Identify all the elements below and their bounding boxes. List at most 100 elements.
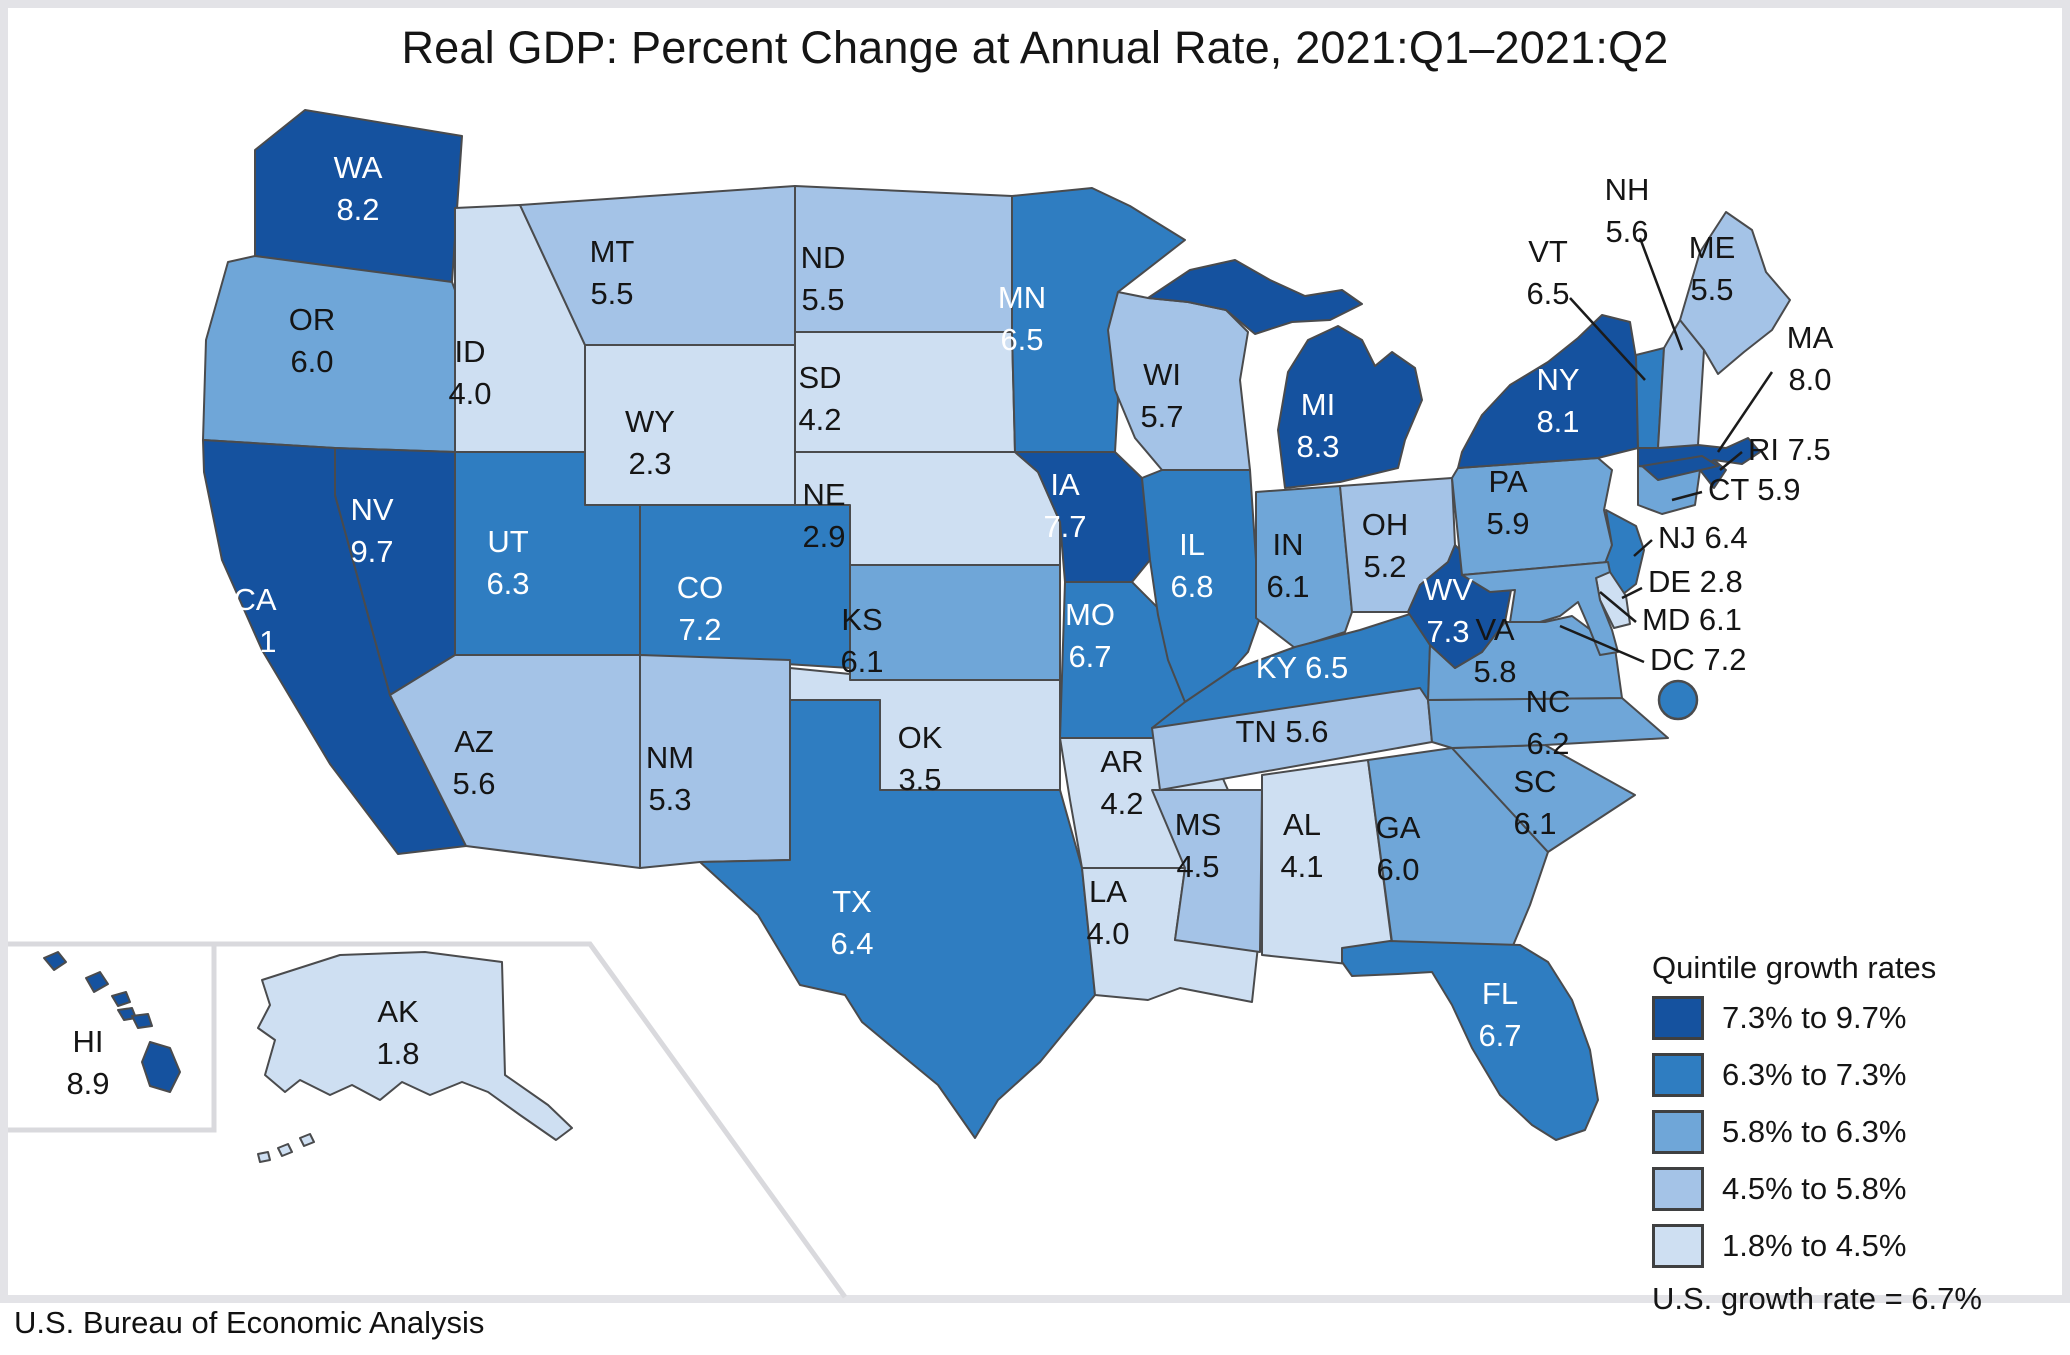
state-label-ia: IA 7.7 (1043, 467, 1086, 544)
state-label-or: OR 6.0 (289, 302, 336, 379)
state-shape-tx (699, 699, 1096, 1139)
state-label-ks: KS 6.1 (840, 602, 883, 679)
state-label-nm: NM 5.3 (646, 740, 694, 817)
state-label-mi: MI 8.3 (1296, 387, 1339, 464)
callout-label-ct: CT 5.9 (1708, 472, 1800, 507)
callout-line-nj (1633, 539, 1653, 557)
state-label-wi: WI 5.7 (1140, 357, 1183, 434)
state-label-va: VA 5.8 (1473, 612, 1516, 689)
state-shape-in (1255, 485, 1353, 649)
callout-line-md (1599, 591, 1637, 623)
callout-line-ct (1671, 490, 1703, 502)
legend-entry-0: 7.3% to 9.7% (1652, 996, 2052, 1040)
legend-entry-1: 6.3% to 7.3% (1652, 1053, 2052, 1097)
state-shape-fl (1341, 940, 1599, 1141)
callout-label-ri: RI 7.5 (1748, 432, 1831, 467)
alaska-inset-border (8, 941, 848, 1299)
michigan-upper-peninsula (1147, 259, 1363, 335)
state-label-oh: OH 5.2 (1362, 507, 1409, 584)
legend-label-1: 6.3% to 7.3% (1722, 1057, 1907, 1092)
state-label-tx: TX 6.4 (830, 884, 873, 961)
states-layer (43, 109, 1791, 1163)
state-label-sd: SD 4.2 (798, 360, 841, 437)
state-label-mt: MT 5.5 (590, 234, 635, 311)
aleutian-3 (257, 1151, 271, 1163)
state-label-ga: GA 6.0 (1376, 810, 1421, 887)
state-label-mn: MN 6.5 (998, 280, 1046, 357)
state-label-in: IN 6.1 (1266, 527, 1309, 604)
legend-entry-4: 1.8% to 4.5% (1652, 1224, 2052, 1268)
state-label-fl: FL 6.7 (1478, 976, 1521, 1053)
map-frame (0, 0, 2070, 1303)
aleutian-1 (299, 1133, 315, 1147)
legend-label-0: 7.3% to 9.7% (1722, 1000, 1907, 1035)
state-label-nv: NV 9.7 (350, 492, 393, 569)
callout-line-ma (1716, 371, 1774, 453)
state-label-me: ME 5.5 (1689, 230, 1736, 307)
legend-swatch-1 (1652, 1053, 1704, 1097)
legend-label-2: 5.8% to 6.3% (1722, 1114, 1907, 1149)
legend-swatch-3 (1652, 1167, 1704, 1211)
state-shape-az (389, 654, 641, 869)
legend: Quintile growth rates 7.3% to 9.7% 6.3% t… (1652, 950, 2052, 1317)
state-shape-ny (1457, 314, 1639, 469)
state-label-il: IL 6.8 (1170, 527, 1213, 604)
state-label-ar: AR 4.2 (1100, 744, 1143, 821)
state-label-ca: CA 8.1 (233, 582, 276, 659)
figure-title: Real GDP: Percent Change at Annual Rate,… (401, 22, 1669, 73)
state-label-wa: WA 8.2 (334, 150, 383, 227)
state-shape-ms (1151, 789, 1263, 953)
state-shape-nh (1657, 319, 1705, 449)
state-label-nc: NC 6.2 (1526, 684, 1571, 761)
state-label-nd: ND 5.5 (801, 240, 846, 317)
state-label-wy: WY 2.3 (625, 404, 675, 481)
state-label-ky: KY 6.5 (1256, 650, 1349, 685)
state-label-ok: OK 3.5 (898, 720, 943, 797)
callout-line-nh (1638, 237, 1684, 351)
legend-swatch-2 (1652, 1110, 1704, 1154)
state-shape-hi (141, 1041, 181, 1093)
state-label-la: LA 4.0 (1086, 874, 1129, 951)
callout-line-vt (1569, 297, 1646, 381)
legend-footnote: U.S. growth rate = 6.7% (1652, 1281, 1982, 1316)
legend-rows: 7.3% to 9.7% 6.3% to 7.3% 5.8% to 6.3% 4.5%… (1652, 996, 2052, 1268)
legend-label-3: 4.5% to 5.8% (1722, 1171, 1907, 1206)
state-shape-nj (1603, 509, 1645, 599)
state-label-pa: PA 5.9 (1486, 464, 1529, 541)
callout-label-nj: NJ 6.4 (1658, 520, 1748, 555)
state-shape-wy (584, 344, 796, 506)
callout-label-ma: MA 8.0 (1787, 320, 1834, 397)
callout-layer (1559, 237, 1774, 721)
state-shape-me (1679, 211, 1791, 375)
state-label-az: AZ 5.6 (452, 724, 495, 801)
callout-line-ri (1719, 451, 1743, 471)
state-label-al: AL 4.1 (1280, 807, 1323, 884)
state-shape-ak (257, 951, 573, 1141)
state-shape-pa (1451, 457, 1613, 576)
callout-line-de (1621, 586, 1643, 600)
legend-label-4: 1.8% to 4.5% (1722, 1228, 1907, 1263)
state-label-ny: NY 8.1 (1536, 362, 1579, 439)
callout-label-md: MD 6.1 (1642, 602, 1742, 637)
source-credit: U.S. Bureau of Economic Analysis (14, 1305, 485, 1340)
hawaii-island-5 (131, 1013, 153, 1029)
long-island (1641, 455, 1719, 481)
state-label-ak: AK 1.8 (376, 994, 419, 1071)
legend-title: Quintile growth rates (1652, 950, 1937, 985)
legend-swatch-0 (1652, 996, 1704, 1040)
callout-line-dc (1559, 624, 1645, 664)
hawaii-inset-border (8, 944, 217, 1133)
state-label-mo: MO 6.7 (1065, 597, 1115, 674)
legend-entry-2: 5.8% to 6.3% (1652, 1110, 2052, 1154)
state-shape-mi (1277, 325, 1423, 489)
hawaii-island-2 (85, 971, 109, 993)
callout-label-vt: VT 6.5 (1526, 234, 1569, 311)
state-label-ne: NE 2.9 (802, 477, 845, 554)
state-label-ut: UT 6.3 (486, 524, 529, 601)
aleutian-2 (277, 1143, 293, 1157)
hawaii-island-3 (111, 991, 131, 1007)
legend-entry-3: 4.5% to 5.8% (1652, 1167, 2052, 1211)
callout-label-dc: DC 7.2 (1650, 642, 1746, 677)
